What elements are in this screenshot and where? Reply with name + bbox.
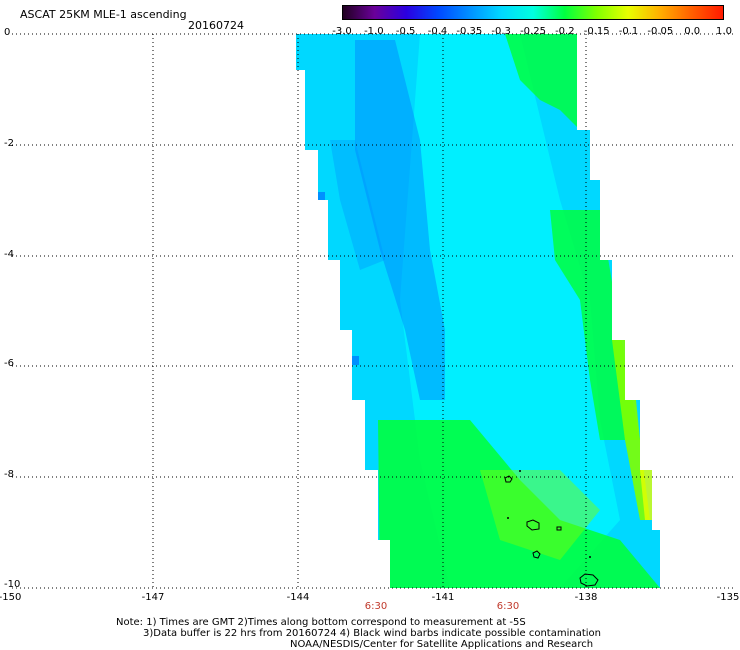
- island-outline: [579, 573, 599, 587]
- lon-label-144w: -144: [286, 592, 310, 603]
- lon-label-138w: -138: [574, 592, 598, 603]
- lon-label-141w: -141: [431, 592, 455, 603]
- lat-label-2s: -2: [4, 138, 14, 149]
- colorbar-label: -0.05: [647, 26, 674, 37]
- swath-lime-south: [480, 470, 600, 560]
- lat-label-0: 0: [4, 27, 11, 38]
- colorbar-label: -3.0: [332, 26, 352, 37]
- note-line-2: 3)Data buffer is 22 hrs from 20160724 4)…: [143, 628, 601, 639]
- lon-label-135w: -135: [716, 592, 740, 603]
- colorbar-label: 1.0: [716, 26, 732, 37]
- colorbar-label: -0.25: [520, 26, 546, 37]
- swath-orange-pixel: [626, 386, 634, 398]
- lat-label-4s: -4: [4, 249, 14, 260]
- colorbar-label: -0.2: [555, 26, 575, 37]
- colorbar-label: -0.3: [491, 26, 511, 37]
- product-title: ASCAT 25KM MLE-1 ascending: [20, 8, 187, 21]
- lat-label-10s: -10: [4, 579, 21, 590]
- island-outline: [526, 519, 540, 531]
- island-dot: [589, 556, 591, 558]
- colorbar-label: 0.0: [684, 26, 701, 37]
- island-outline: [532, 550, 541, 559]
- colorbar-label: -0.15: [583, 26, 610, 37]
- colorbar-label: -1.0: [364, 26, 384, 37]
- island-dot: [519, 470, 521, 472]
- swath-data-layer: [296, 34, 660, 588]
- colorbar-label: -0.35: [456, 26, 483, 37]
- colorbar-label: -0.5: [395, 26, 416, 37]
- time-mark-left: 6:30: [364, 601, 388, 612]
- colorbar-label: -0.1: [618, 26, 639, 37]
- product-date: 20160724: [188, 19, 244, 32]
- swath-green-northeast: [505, 34, 580, 130]
- island-outline: [504, 475, 513, 483]
- time-mark-right: 6:30: [496, 601, 520, 612]
- lat-label-6s: -6: [4, 358, 14, 369]
- lon-label-150w: -150: [0, 592, 22, 603]
- colorbar: [342, 5, 724, 20]
- note-line-1: Note: 1) Times are GMT 2)Times along bot…: [116, 617, 526, 628]
- swath-blue-band: [355, 40, 445, 400]
- lon-label-147w: -147: [141, 592, 165, 603]
- swath-green-east: [550, 210, 640, 440]
- swath-blue-pixel-b: [352, 356, 359, 365]
- note-line-3: NOAA/NESDIS/Center for Satellite Applica…: [290, 639, 594, 650]
- swath-green-south: [378, 420, 660, 588]
- swath-blue-pixel-a: [318, 192, 325, 200]
- island-outline: [556, 526, 562, 531]
- island-dot: [507, 517, 509, 519]
- colorbar-label: -0.4: [427, 26, 448, 37]
- lat-label-8s: -8: [4, 469, 14, 480]
- swath-yellow-edge: [640, 470, 655, 520]
- swath-blue-band-west: [330, 140, 385, 270]
